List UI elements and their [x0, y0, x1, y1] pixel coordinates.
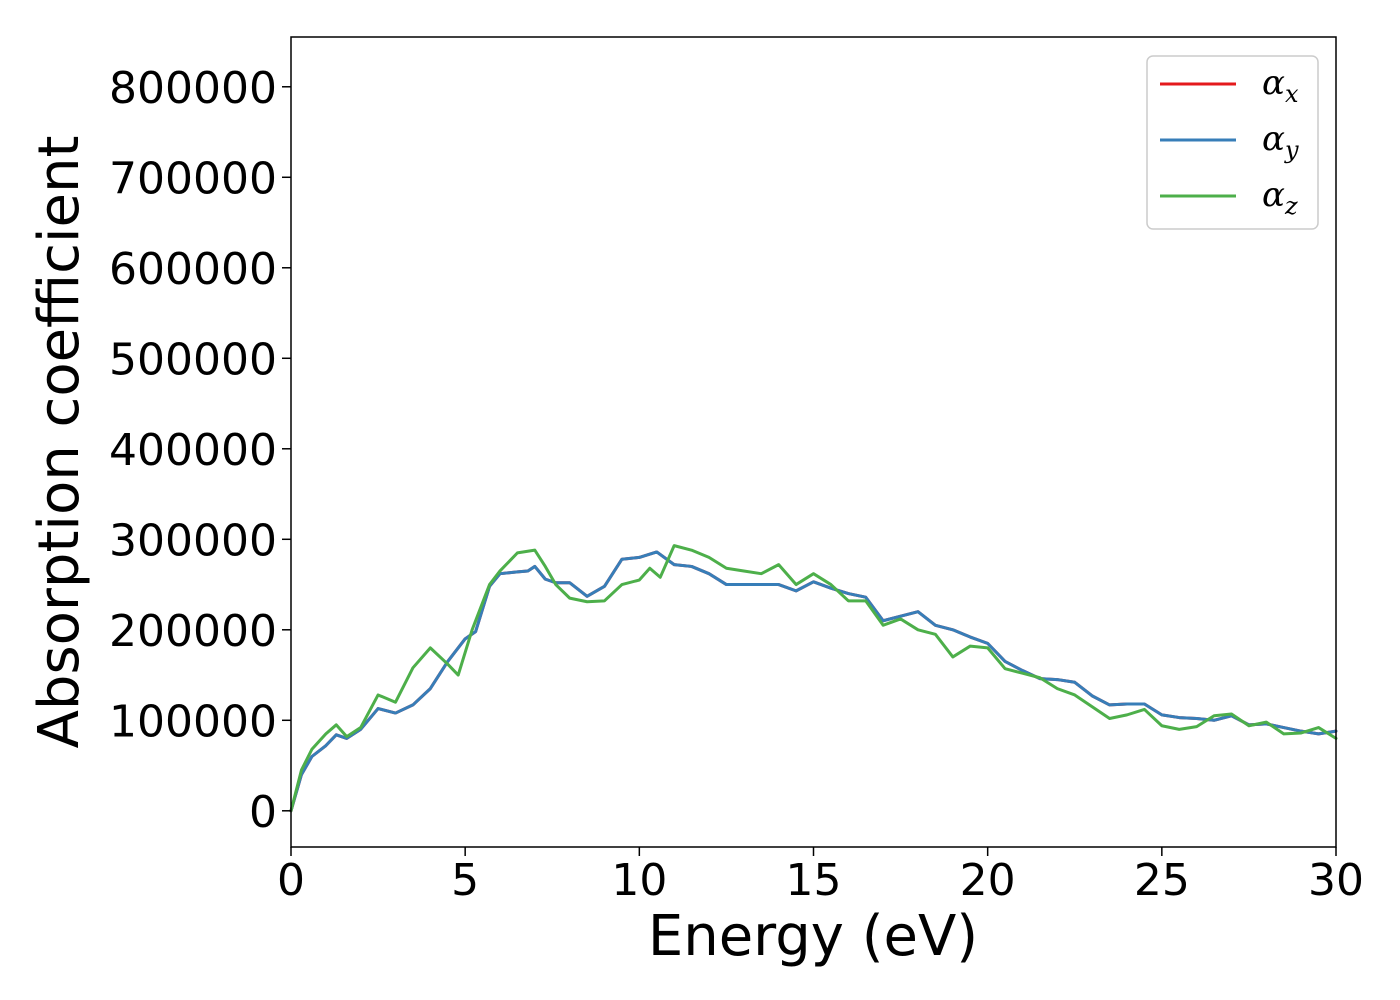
y-tick-label: 100000 [109, 696, 277, 747]
x-tick-label: 30 [1308, 855, 1364, 906]
legend: α xα yα z [1146, 55, 1319, 230]
legend-label-y: α [1262, 119, 1285, 159]
legend-subscript-y: y [1284, 136, 1299, 164]
x-tick-label: 15 [786, 855, 842, 906]
legend-label-z: α [1262, 175, 1285, 215]
x-tick-label: 20 [960, 855, 1016, 906]
y-tick-label: 800000 [109, 63, 277, 114]
y-tick-label: 200000 [109, 606, 277, 657]
x-axis-ticks: 0 5 10 15 20 25 30 [277, 847, 1364, 906]
legend-subscript-z: z [1284, 192, 1298, 220]
series-line-y [289, 550, 1338, 813]
legend-label-x: α [1262, 63, 1285, 103]
x-tick-label: 0 [277, 855, 305, 906]
x-tick-label: 5 [451, 855, 479, 906]
x-tick-label: 10 [611, 855, 667, 906]
series-line-z [289, 544, 1338, 813]
legend-box [1146, 55, 1319, 230]
y-tick-label: 700000 [109, 153, 277, 204]
y-axis-title: Absorption coefficient [27, 136, 92, 749]
x-tick-label: 25 [1134, 855, 1190, 906]
series-line-x [289, 550, 1338, 813]
series-layer [289, 544, 1338, 813]
y-tick-label: 500000 [109, 334, 277, 385]
legend-subscript-x: x [1285, 80, 1299, 108]
y-tick-label: 0 [249, 787, 277, 838]
y-axis-ticks: 0 100000 200000 300000 400000 500000 600000 700… [109, 63, 291, 838]
x-axis-title: Energy (eV) [648, 904, 978, 969]
y-tick-label: 400000 [109, 425, 277, 476]
y-tick-label: 300000 [109, 515, 277, 566]
y-tick-label: 600000 [109, 244, 277, 295]
